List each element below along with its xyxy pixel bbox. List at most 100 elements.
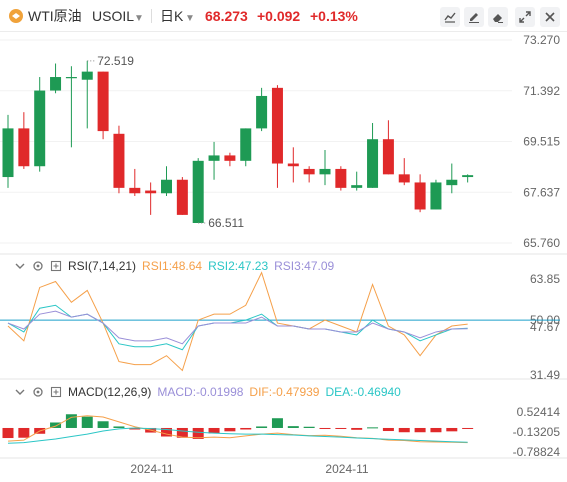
macd-bar [319,427,331,429]
settings-icon[interactable] [32,386,44,398]
macd-bar [462,427,474,429]
macd-line [7,415,468,444]
candle-body [430,182,442,210]
symbol-icon [8,8,24,28]
min-price-label: 66.511 [208,216,244,230]
macd-bar [414,427,426,433]
macd-bar [176,427,188,438]
period-selector[interactable]: 日K [160,8,184,24]
macd-bar [287,426,299,428]
candle-body [34,90,46,167]
macd-bar [161,427,172,437]
candle-body [81,71,93,80]
macd-bar [2,427,14,439]
candle-body [382,139,394,175]
chevron-down-icon[interactable]: ▼ [134,13,144,24]
macd-bar [351,427,363,430]
macd-bar [113,426,125,428]
candle-body [351,185,363,188]
expand-indicator-icon[interactable] [50,386,62,398]
rsi-line [7,271,468,372]
candle-body [50,77,62,91]
divider [151,9,152,23]
rsi3-value: RSI3:47.09 [274,259,335,273]
macd-bar [18,427,30,438]
macd-bar [50,422,62,428]
settings-icon[interactable] [32,260,44,272]
candle-body [145,190,157,194]
rsi-label[interactable]: RSI(7,14,21) [68,259,137,273]
macd-bar [97,421,109,428]
symbol-code[interactable]: USOIL [92,8,135,24]
candle-body [367,139,379,188]
candle-body [303,168,315,175]
price-tick-label: 71.392 [523,84,560,98]
price-change-pct: +0.13% [310,8,358,24]
rsi-line [7,304,468,351]
dif-value: DIF:-0.47939 [249,385,320,399]
candle-body [18,128,30,167]
macd-bar [398,427,410,433]
candle-body [335,168,347,188]
price-tick-label: 69.515 [523,135,560,149]
candle-body [97,71,109,132]
candle-body [2,128,14,178]
macd-bar [446,427,458,432]
x-axis-label: 2024-11 [130,462,173,476]
rsi1-value: RSI1:48.64 [142,259,203,273]
candle-body [256,95,268,129]
macd-bar [224,427,236,432]
macd-bar [430,427,442,433]
macd-line [7,427,468,444]
price-tick-label: 67.637 [523,185,560,199]
candle-body [287,163,299,167]
price-tick-label: 65.760 [523,236,560,250]
macd-bar [367,427,379,429]
close-icon[interactable] [540,7,560,27]
x-axis-label: 2024-11 [325,462,368,476]
macd-bar [65,414,77,428]
candle-body [192,160,204,223]
candle-body [65,77,77,79]
rsi-line [7,310,468,345]
max-price-label: 72.519 [97,54,134,68]
candle-body [161,179,172,194]
expand-icon[interactable] [515,7,535,27]
dea-value: DEA:-0.46940 [325,385,401,399]
draw-line-icon[interactable] [440,7,460,27]
chart-header: WTI原油 USOIL ▼ 日K ▼ 68.273 +0.092 +0.13% [0,0,567,32]
macd-label[interactable]: MACD(12,26,9) [68,385,152,399]
macd-bar [240,427,252,430]
rsi-header: RSI(7,14,21) RSI1:48.64 RSI2:47.23 RSI3:… [14,258,340,274]
macd-bar [303,426,315,428]
symbol-name[interactable]: WTI原油 [28,8,82,24]
rsi-tick-label: 47.67 [530,320,560,334]
macd-tick-label: -0.78824 [513,445,561,459]
hide-icon[interactable] [14,386,26,398]
candle-body [462,175,474,178]
macd-bar [382,427,394,432]
macd-tick-label: 0.52414 [517,405,561,419]
pen-icon[interactable] [464,7,484,27]
hide-icon[interactable] [14,260,26,272]
period-chevron-icon[interactable]: ▼ [185,13,195,24]
macd-bar [335,427,347,429]
candle-body [176,179,188,215]
candle-body [208,155,220,161]
candle-body [240,128,252,161]
rsi-tick-label: 63.85 [530,272,560,286]
macd-bar [256,426,268,428]
candle-body [319,168,331,175]
candle-body [113,133,125,188]
kline-chart[interactable]: 73.270 71.392 69.515 67.637 65.760 72.519 66.5… [0,32,567,482]
candle-body [224,155,236,161]
macd-bar [208,427,220,434]
candle-body [271,87,283,164]
eraser-icon[interactable] [488,7,508,27]
rsi2-value: RSI2:47.23 [208,259,269,273]
macd-value: MACD:-0.01998 [157,385,244,399]
price-tick-label: 73.270 [523,33,560,47]
macd-bar [129,427,141,430]
candle-body [398,174,410,183]
expand-indicator-icon[interactable] [50,260,62,272]
